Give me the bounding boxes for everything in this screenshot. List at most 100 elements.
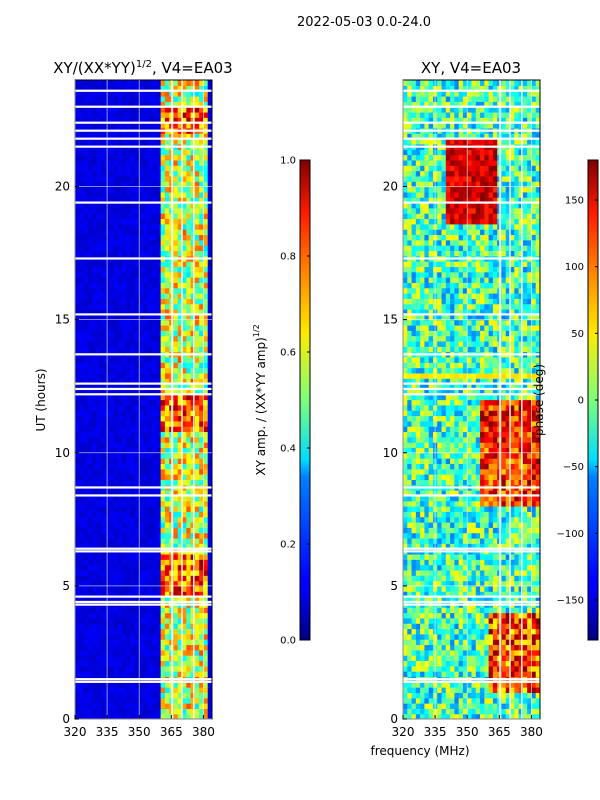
heatmap-cell (177, 346, 183, 353)
heatmap-cell (441, 687, 447, 693)
heatmap-cell (92, 607, 98, 614)
heatmap-cell (527, 628, 533, 635)
heatmap-cell (203, 516, 209, 523)
heatmap-cell (194, 537, 200, 544)
heatmap-cell (467, 649, 473, 656)
heatmap-cell (152, 708, 157, 715)
heatmap-cell (122, 607, 127, 614)
heatmap-cell (194, 378, 200, 385)
heatmap-cell (83, 149, 89, 156)
heatmap-cell (139, 250, 145, 257)
heatmap-cell (109, 287, 115, 294)
heatmap-cell (92, 239, 98, 246)
heatmap-cell (143, 420, 149, 427)
heatmap-cell (492, 580, 498, 587)
heatmap-cell (199, 644, 205, 651)
heatmap-cell (484, 543, 490, 550)
heatmap-cell (79, 703, 85, 709)
heatmap-cell (117, 197, 123, 204)
heatmap-cell (143, 298, 149, 305)
heatmap-cell (535, 564, 540, 571)
heatmap-cell (109, 117, 115, 124)
heatmap-cell (134, 452, 140, 459)
heatmap-cell (186, 468, 192, 475)
heatmap-cell (207, 362, 212, 369)
heatmap-cell (134, 308, 140, 315)
heatmap-cell (484, 553, 490, 560)
heatmap-cell (156, 101, 162, 108)
heatmap-cell (505, 655, 511, 662)
heatmap-cell (164, 410, 170, 417)
heatmap-cell (450, 681, 455, 688)
heatmap-cell (143, 623, 149, 630)
heatmap-cell (92, 521, 98, 528)
heatmap-cell (117, 133, 123, 140)
heatmap-cell (199, 383, 205, 390)
heatmap-cell (147, 532, 153, 539)
heatmap-cell (117, 399, 123, 406)
heatmap-cell (484, 580, 490, 587)
heatmap-cell (100, 500, 106, 507)
heatmap-cell (83, 111, 89, 118)
heatmap-cell (164, 713, 170, 719)
heatmap-cell (122, 133, 127, 140)
heatmap-cell (92, 426, 98, 433)
heatmap-cell (514, 671, 520, 677)
heatmap-cell (207, 229, 212, 236)
heatmap-cell (160, 362, 166, 369)
heatmap-cell (182, 218, 187, 225)
heatmap-cell (173, 506, 179, 512)
heatmap-cell (152, 90, 157, 97)
heatmap-cell (83, 340, 89, 347)
heatmap-cell (113, 713, 119, 719)
heatmap-cell (147, 644, 153, 651)
heatmap-cell (462, 623, 468, 630)
heatmap-cell (134, 639, 140, 646)
heatmap-cell (122, 106, 127, 113)
heatmap-cell (156, 261, 162, 267)
heatmap-cell (117, 165, 123, 172)
heatmap-cell (428, 660, 434, 667)
heatmap-cell (164, 463, 170, 470)
heatmap-cell (152, 293, 157, 299)
heatmap-cell (177, 697, 183, 704)
heatmap-cell (207, 356, 212, 363)
heatmap-cell (130, 500, 136, 507)
heatmap-cell (177, 85, 183, 92)
heatmap-cell (96, 101, 102, 108)
heatmap-cell (134, 223, 140, 230)
heatmap-cell (420, 665, 426, 672)
heatmap-cell (87, 250, 93, 257)
heatmap-cell (122, 426, 127, 433)
heatmap-cell (403, 660, 408, 667)
heatmap-cell (173, 117, 179, 124)
heatmap-cell (109, 298, 115, 305)
heatmap-cell (109, 623, 115, 630)
heatmap-cell (156, 426, 162, 433)
heatmap-cell (75, 458, 80, 464)
heatmap-cell (92, 282, 98, 289)
heatmap-cell (199, 106, 205, 113)
heatmap-cell (186, 713, 192, 719)
heatmap-cell (134, 703, 140, 709)
heatmap-cell (75, 101, 80, 108)
heatmap-cell (160, 346, 166, 353)
heatmap-cell (147, 415, 153, 422)
heatmap-cell (139, 335, 145, 342)
heatmap-cell (194, 245, 200, 251)
heatmap-cell (83, 495, 89, 502)
heatmap-cell (203, 218, 209, 225)
heatmap-cell (177, 111, 183, 118)
heatmap-cell (437, 703, 443, 709)
heatmap-cell (92, 293, 98, 299)
heatmap-cell (501, 671, 507, 677)
heatmap-cell (160, 293, 166, 299)
heatmap-cell (407, 617, 413, 624)
heatmap-cell (177, 537, 183, 544)
heatmap-cell (92, 138, 98, 145)
heatmap-cell (79, 277, 85, 283)
heatmap-cell (471, 655, 477, 662)
heatmap-cell (173, 543, 179, 550)
heatmap-cell (480, 697, 485, 704)
heatmap-cell (199, 506, 205, 512)
